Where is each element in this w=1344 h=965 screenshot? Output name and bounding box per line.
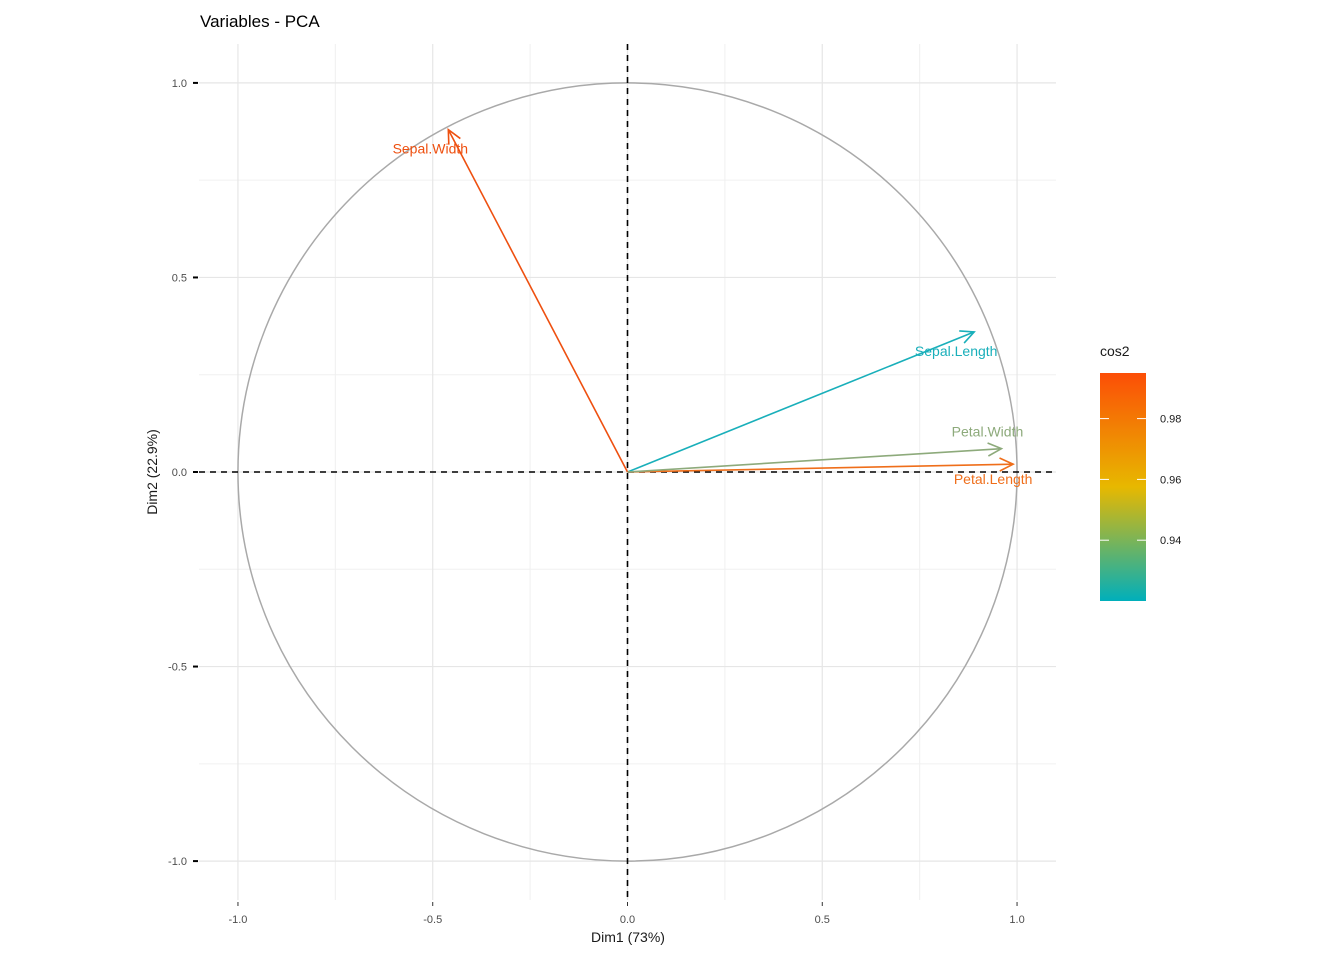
y-axis-title: Dim2 (22.9%): [144, 429, 160, 515]
plot-panel: -1.0 -0.5 0.0 0.5 1.0 -1.0 -0.5 0.0 0.5 1.0 Sepal.…: [168, 44, 1056, 926]
variable-arrow-sepal-width: Sepal.Width: [393, 127, 629, 473]
variable-label: Sepal.Width: [393, 141, 468, 157]
arrow-head: [959, 330, 976, 344]
arrow-shaft: [627, 447, 1002, 473]
arrow-head: [999, 457, 1015, 472]
y-tick-label: -0.5: [168, 662, 187, 674]
y-tick-label: 0.5: [172, 272, 187, 284]
variable-label: Petal.Width: [952, 424, 1024, 440]
arrow-head: [987, 442, 1004, 457]
chart-title: Variables - PCA: [200, 12, 320, 31]
x-tick-label: -1.0: [228, 914, 247, 926]
x-tick-label: -0.5: [423, 914, 442, 926]
legend-tick-label: 0.98: [1160, 414, 1181, 426]
legend: cos2 0.94 0.96 0.98: [1100, 343, 1181, 601]
x-tick-label: 0.0: [620, 914, 635, 926]
x-tick-label: 0.5: [815, 914, 830, 926]
y-tick-label: 0.0: [172, 467, 187, 479]
x-axis-title: Dim1 (73%): [591, 929, 665, 945]
arrow-shaft: [627, 463, 1014, 473]
arrow-shaft: [627, 331, 975, 473]
variable-label: Sepal.Length: [915, 343, 998, 359]
legend-tick-label: 0.94: [1160, 535, 1181, 547]
arrow-shaft: [447, 129, 629, 473]
legend-tick-label: 0.96: [1160, 474, 1181, 486]
variable-label: Petal.Length: [954, 471, 1033, 487]
arrow-head: [447, 127, 461, 145]
variable-arrow-petal-width: Petal.Width: [627, 424, 1024, 473]
x-tick-label: 1.0: [1009, 914, 1024, 926]
legend-title: cos2: [1100, 343, 1130, 359]
variable-arrow-petal-length: Petal.Length: [627, 457, 1033, 487]
legend-colorbar: [1100, 373, 1146, 601]
y-tick-label: 1.0: [172, 78, 187, 90]
legend-ticks: 0.94 0.96 0.98: [1100, 414, 1181, 547]
y-tick-label: -1.0: [168, 856, 187, 868]
variable-arrow-sepal-length: Sepal.Length: [627, 330, 998, 473]
